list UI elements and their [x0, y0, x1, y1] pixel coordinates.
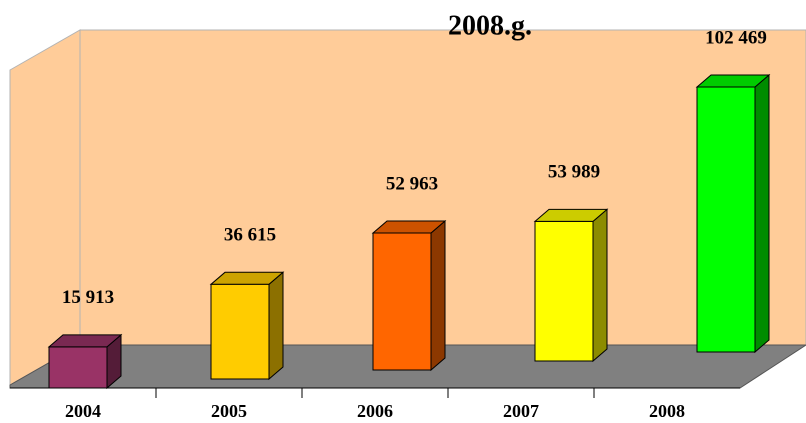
bar [47, 333, 123, 390]
bar-face [696, 86, 756, 353]
x-tick-label: 2008 [649, 401, 685, 421]
bar [695, 73, 771, 354]
data-label: 36 615 [224, 225, 276, 246]
bar-face [48, 346, 108, 389]
data-label: 102 469 [705, 27, 767, 48]
bar-face [209, 271, 285, 285]
bar-face [533, 208, 609, 222]
x-tick-label: 2006 [357, 401, 393, 421]
bar [371, 219, 447, 372]
bar-face [695, 74, 771, 88]
bar-face [47, 334, 123, 348]
x-tick-label: 2005 [211, 401, 247, 421]
bar-face [210, 283, 270, 380]
back-wall [79, 29, 806, 346]
bar [209, 271, 285, 381]
chart-title: 2008.g. [448, 10, 532, 41]
bar-face [534, 220, 594, 362]
bar-face [371, 220, 447, 234]
bar-face [754, 73, 770, 354]
x-tick-label: 2007 [503, 401, 539, 421]
data-label: 52 963 [386, 173, 438, 194]
data-label: 53 989 [548, 162, 600, 183]
bar-face [372, 232, 432, 371]
side-wall [9, 29, 81, 386]
bar [533, 208, 609, 363]
bar-face [430, 219, 446, 372]
x-tick-label: 2004 [65, 401, 101, 421]
bar-face [592, 208, 608, 363]
bar-face [268, 271, 284, 381]
data-label: 15 913 [62, 287, 114, 308]
